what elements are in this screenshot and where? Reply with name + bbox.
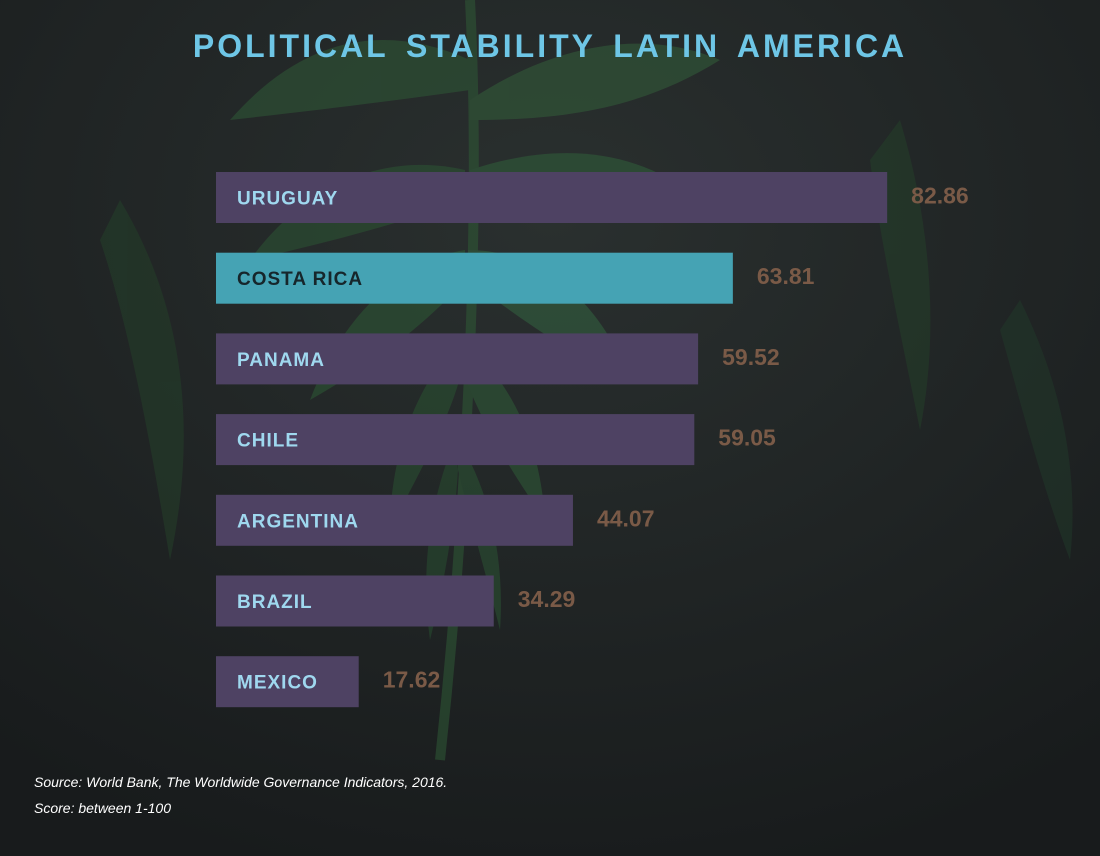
- category-label-uruguay: URUGUAY: [237, 189, 338, 210]
- score-range-note: Score: between 1-100: [34, 800, 171, 816]
- category-label-mexico: MEXICO: [237, 673, 318, 694]
- category-label-brazil: BRAZIL: [237, 592, 313, 613]
- bar-costa-rica: [216, 252, 733, 304]
- value-label-argentina: 44.07: [597, 505, 655, 531]
- category-label-chile: CHILE: [237, 431, 299, 452]
- bar-mexico: [216, 656, 359, 708]
- category-label-costa-rica: COSTA RICA: [237, 269, 363, 290]
- value-label-mexico: 17.62: [383, 667, 441, 693]
- bar-panama: [216, 333, 699, 385]
- value-label-panama: 59.52: [722, 344, 780, 370]
- value-label-costa-rica: 63.81: [757, 263, 815, 289]
- value-label-uruguay: 82.86: [911, 183, 969, 209]
- bar-chile: [216, 414, 695, 466]
- bar-uruguay: [216, 172, 888, 223]
- bar-brazil: [216, 575, 494, 627]
- chart-title: POLITICAL STABILITY LATIN AMERICA: [192, 28, 908, 64]
- bar-argentina: [216, 494, 573, 546]
- value-label-chile: 59.05: [718, 425, 776, 451]
- category-label-panama: PANAMA: [237, 350, 325, 371]
- value-label-brazil: 34.29: [518, 586, 576, 612]
- category-label-argentina: ARGENTINA: [237, 511, 359, 532]
- source-note: Source: World Bank, The Worldwide Govern…: [34, 774, 448, 790]
